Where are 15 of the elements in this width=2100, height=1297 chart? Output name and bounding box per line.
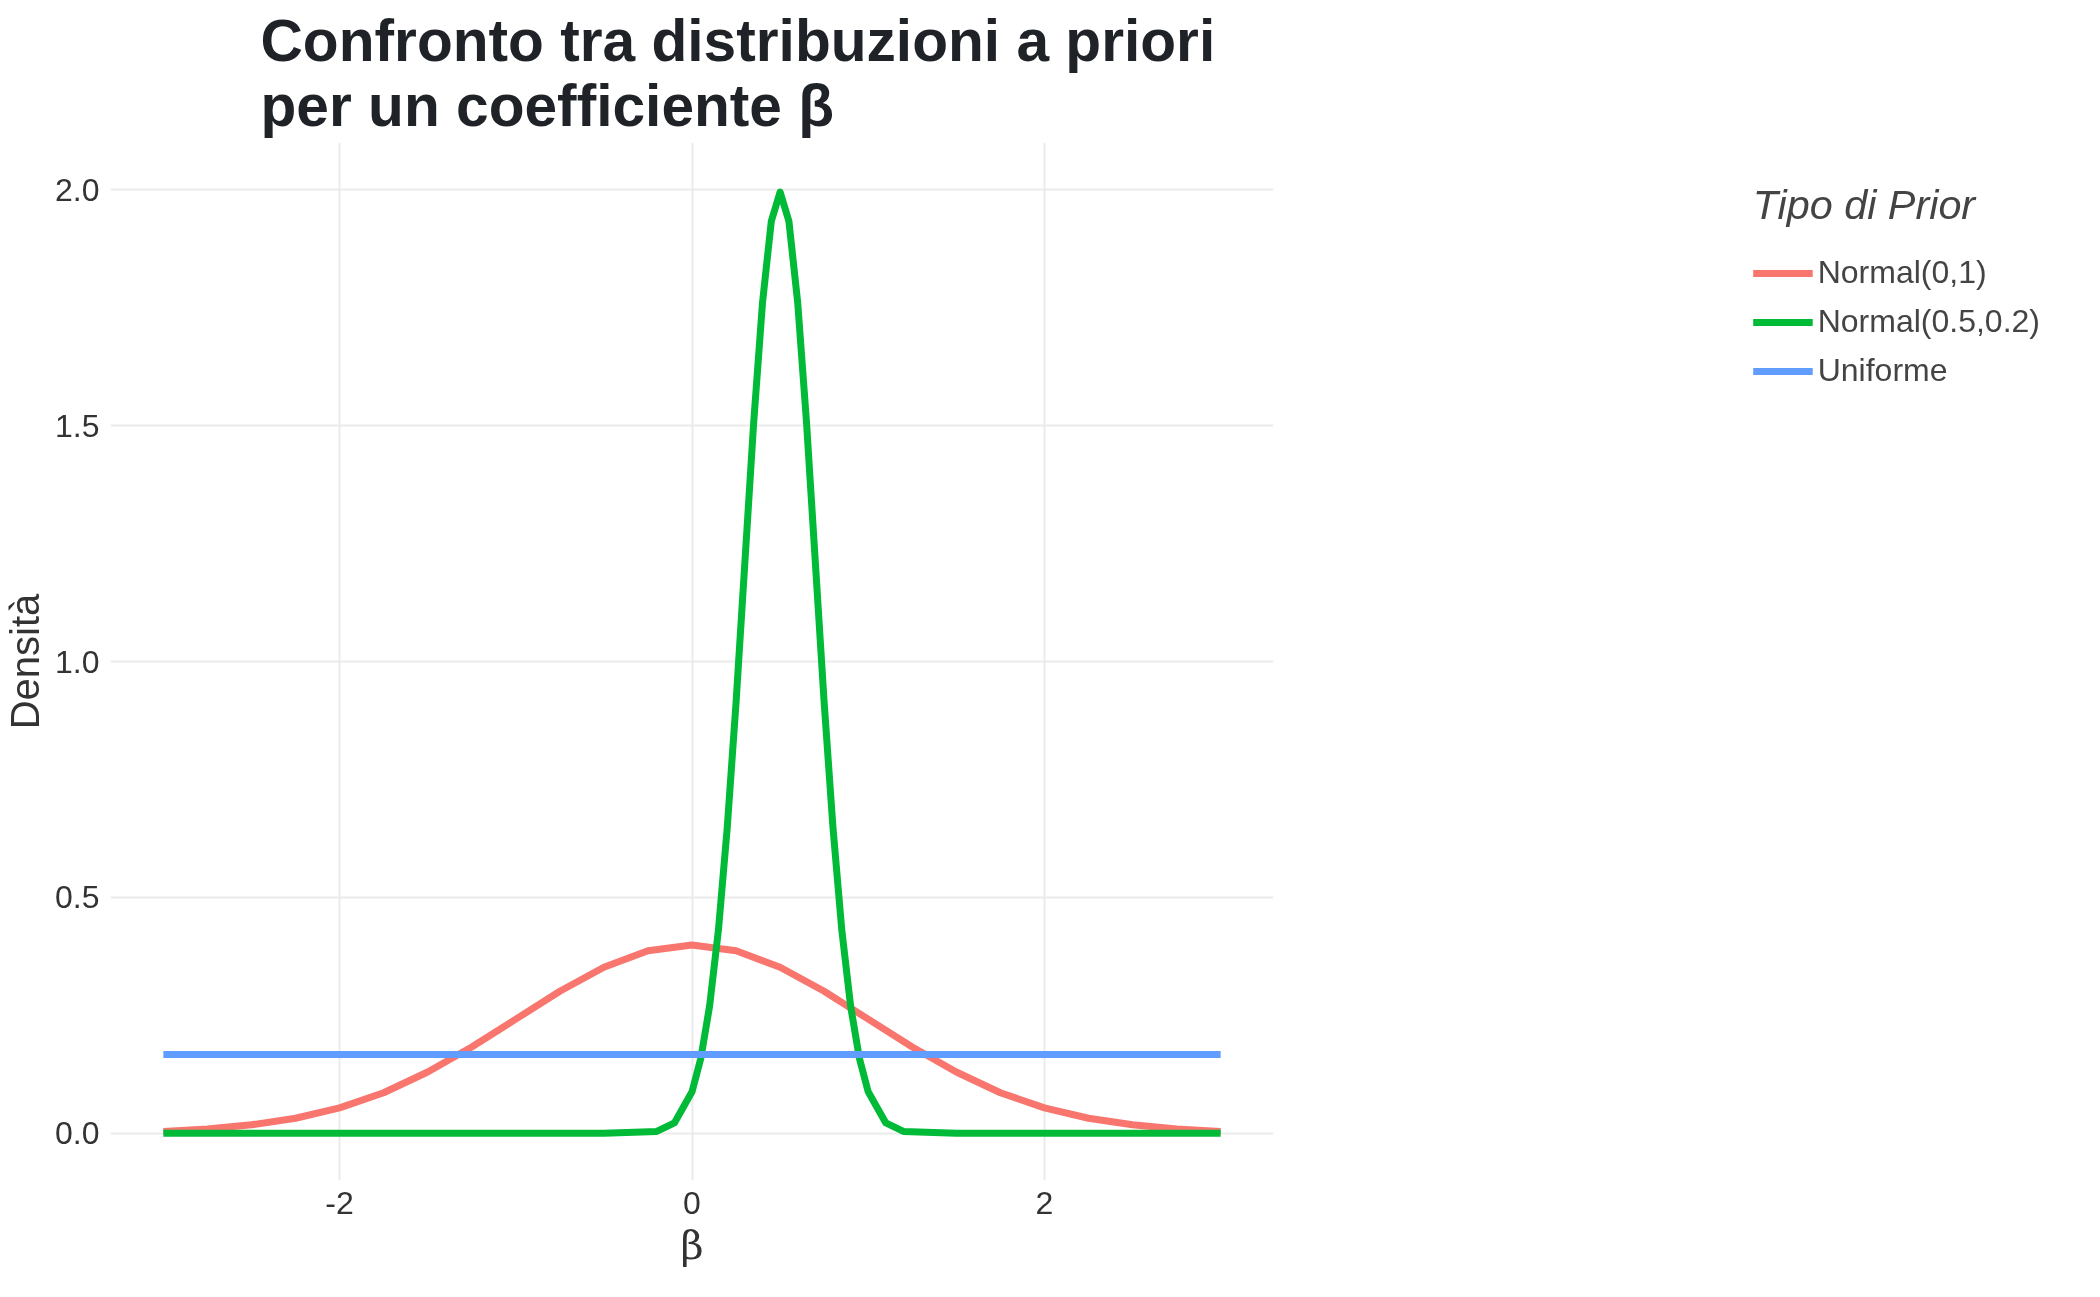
x-tick-label: -2 bbox=[325, 1184, 354, 1221]
legend-label: Normal(0.5,0.2) bbox=[1817, 303, 2040, 340]
y-axis-title: Densità bbox=[3, 592, 48, 730]
y-tick-label: 0.0 bbox=[55, 1115, 100, 1152]
y-tick-label: 2.0 bbox=[55, 171, 100, 208]
legend-title: Tipo di Prior bbox=[1752, 182, 1978, 229]
x-tick-label: 2 bbox=[1035, 1184, 1054, 1221]
y-tick-label: 1.5 bbox=[55, 407, 100, 444]
y-tick-label: 0.5 bbox=[55, 879, 100, 916]
x-tick-label: 0 bbox=[683, 1184, 701, 1221]
x-axis-title: β bbox=[680, 1221, 704, 1268]
legend-label: Uniforme bbox=[1817, 352, 1948, 389]
chart-title: Confronto tra distribuzioni a priori per un coefficiente β bbox=[260, 7, 1216, 138]
legend-label: Normal(0,1) bbox=[1817, 254, 1987, 291]
y-tick-label: 1.0 bbox=[55, 643, 100, 680]
